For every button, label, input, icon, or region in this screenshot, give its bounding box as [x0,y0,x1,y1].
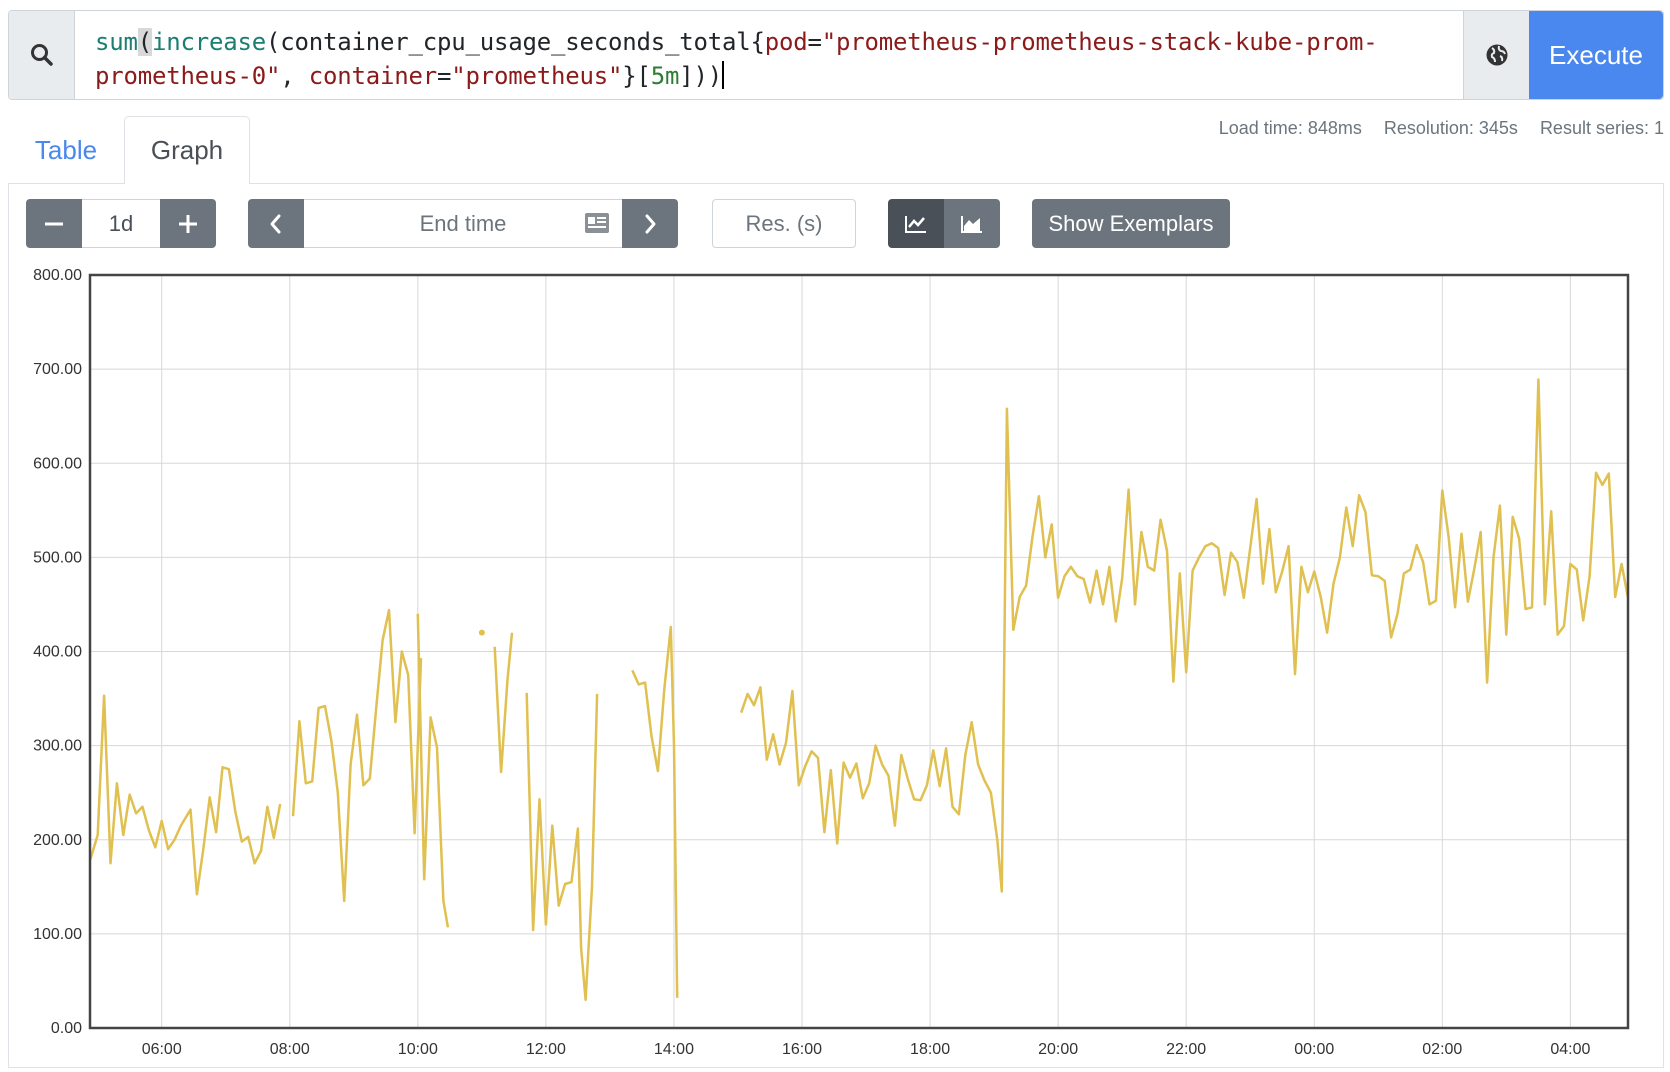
y-tick-label: 200.00 [33,832,82,849]
query-label-value: "prometheus" [451,62,623,90]
time-back-button[interactable] [248,199,304,248]
x-tick-label: 02:00 [1422,1041,1462,1058]
minus-icon [45,222,63,225]
series-line [90,694,282,896]
query-label-value: "prometheus-prometheus-stack-kube-prom- [821,28,1378,56]
query-fn-outer: sum [95,28,138,56]
series-line [525,692,599,1002]
show-exemplars-button[interactable]: Show Exemplars [1032,199,1230,248]
series-line [631,625,679,998]
plot-frame [88,273,1630,1030]
range-decrease-button[interactable] [26,199,82,248]
series-line [416,613,450,928]
graph-panel [8,183,1664,1068]
query-stats: Load time: 848ms Resolution: 345s Result… [1219,118,1664,139]
load-time: Load time: 848ms [1218,118,1362,138]
x-tick-label: 08:00 [270,1041,310,1058]
y-tick-label: 500.00 [33,549,82,566]
range-increase-button[interactable] [160,199,216,248]
line-chart-icon [905,215,926,233]
stacked-button[interactable] [944,199,1000,248]
y-tick-label: 300.00 [33,738,82,755]
x-tick-label: 06:00 [142,1041,182,1058]
query-label-key: container [308,62,437,90]
chevron-right-icon [645,214,656,233]
query-label-value-cont: prometheus-0" [95,62,281,90]
chevron-left-icon [270,214,281,233]
range-input[interactable]: 1d [82,199,160,248]
y-tick-label: 100.00 [33,926,82,943]
plus-icon [179,214,197,233]
series-line [740,378,1628,893]
query-fn-inner: increase [152,28,266,56]
result-series: Result series: 1 [1539,118,1664,138]
unstacked-button[interactable] [888,199,944,248]
x-tick-label: 22:00 [1166,1041,1206,1058]
x-tick-label: 18:00 [910,1041,950,1058]
end-time-input[interactable]: End time [304,199,622,248]
x-tick-label: 00:00 [1294,1041,1334,1058]
time-forward-button[interactable] [622,199,678,248]
x-tick-label: 16:00 [782,1041,822,1058]
y-tick-label: 0.00 [51,1020,82,1037]
execute-button[interactable]: Execute [1529,11,1663,99]
x-tick-label: 10:00 [398,1041,438,1058]
globe-icon[interactable] [1463,11,1529,99]
search-icon [9,11,75,99]
tab-graph[interactable]: Graph [124,116,250,184]
x-tick-label: 14:00 [654,1041,694,1058]
query-input[interactable]: sum(increase(container_cpu_usage_seconds… [95,28,1378,90]
series-point [478,629,485,636]
query-range: 5m [650,62,680,90]
series-line [493,632,514,774]
x-tick-label: 04:00 [1550,1041,1590,1058]
tab-table[interactable]: Table [34,134,98,165]
series-line [291,608,423,903]
end-time-placeholder: End time [419,210,507,236]
y-tick-label: 700.00 [33,361,82,378]
y-tick-label: 400.00 [33,644,82,661]
query-bar: sum(increase(container_cpu_usage_seconds… [8,10,1664,100]
y-tick-label: 800.00 [33,267,82,284]
query-label-key: pod [764,28,808,56]
area-chart-icon [961,215,982,233]
calendar-icon[interactable] [584,212,610,240]
resolution-input[interactable]: Res. (s) [712,199,856,248]
x-tick-label: 20:00 [1038,1041,1078,1058]
query-metric: container_cpu_usage_seconds_total [280,28,751,56]
x-tick-label: 12:00 [526,1041,566,1058]
resolution-stat: Resolution: 345s [1383,118,1518,138]
y-tick-label: 600.00 [33,455,82,472]
